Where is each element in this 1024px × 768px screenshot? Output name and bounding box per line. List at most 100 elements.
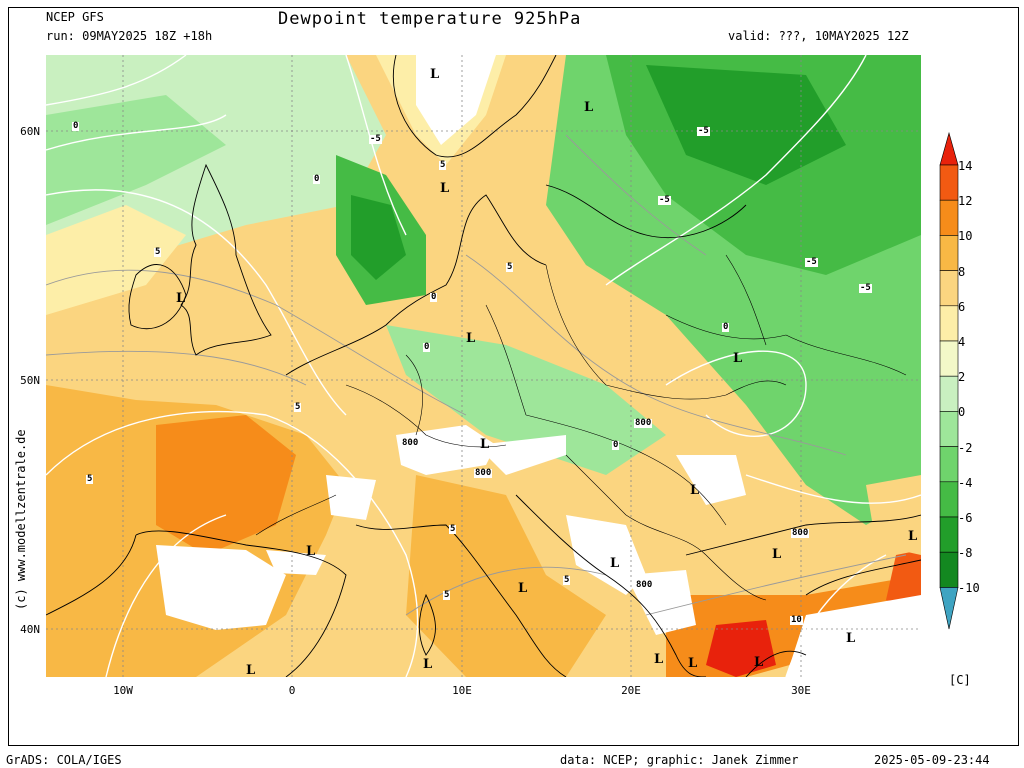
- contour-label: 800: [634, 418, 653, 428]
- low-marker: L: [754, 655, 764, 670]
- legend-value: 12: [958, 194, 973, 209]
- low-marker: L: [176, 291, 186, 306]
- legend-value: 0: [958, 405, 966, 420]
- low-marker: L: [688, 656, 698, 671]
- footer-left: GrADS: COLA/IGES: [6, 753, 122, 767]
- legend-swatch: [939, 340, 959, 377]
- legend-value: 14: [958, 159, 973, 173]
- contour-label: -5: [697, 126, 710, 136]
- lon-label: 10E: [452, 684, 472, 697]
- legend-swatch: [939, 516, 959, 553]
- black-sea-yellow: [866, 475, 921, 555]
- low-marker: L: [518, 581, 528, 596]
- contour-label: 10: [790, 615, 803, 625]
- iberia-plateau-missing: [156, 545, 286, 630]
- low-marker: L: [480, 437, 490, 452]
- west-yellow: [46, 205, 186, 315]
- low-marker: L: [440, 181, 450, 196]
- footer-timestamp: 2025-05-09-23:44: [874, 753, 990, 767]
- alps-missing: [396, 425, 496, 475]
- contour-label: 5: [439, 160, 447, 170]
- contour-label: 0: [722, 322, 730, 332]
- model-name: NCEP GFS: [46, 10, 104, 24]
- norway-missing: [416, 55, 496, 145]
- color-legend: [938, 131, 988, 631]
- low-marker: L: [466, 331, 476, 346]
- low-marker: L: [246, 663, 256, 678]
- legend-swatch: [939, 305, 959, 342]
- legend-swatch: [939, 164, 959, 201]
- legend-value: -10: [958, 581, 980, 596]
- contour-label: -5: [805, 257, 818, 267]
- contour-label: 0: [430, 292, 438, 302]
- contour-label: 5: [449, 524, 457, 534]
- unit-label: [C]: [949, 673, 971, 687]
- contour-label: 5: [443, 590, 451, 600]
- low-marker: L: [423, 657, 433, 672]
- legend-swatch: [939, 199, 959, 236]
- watermark: (c) www.modellzentrale.de: [14, 429, 28, 610]
- legend-swatch: [939, 481, 959, 518]
- legend-value: -4: [958, 475, 973, 490]
- country-borders: [255, 254, 907, 601]
- contour-label: 800: [635, 580, 654, 590]
- anatolia-missing: [786, 595, 921, 677]
- contour-label: 800: [791, 528, 810, 538]
- low-marker: L: [846, 631, 856, 646]
- dewpoint-isolines: [46, 134, 907, 616]
- legend-swatch: [939, 235, 959, 271]
- contour-label: -5: [658, 195, 671, 205]
- legend-value: -6: [958, 511, 973, 525]
- legend-swatch: [939, 446, 959, 483]
- low-marker: L: [584, 100, 594, 115]
- legend-value: 6: [958, 299, 966, 314]
- legend-value: 8: [958, 264, 966, 279]
- valid-time: valid: ???, 10MAY2025 12Z: [728, 29, 909, 43]
- map-svg: [46, 55, 921, 677]
- low-marker: L: [908, 529, 918, 544]
- contour-label: 800: [401, 438, 420, 448]
- isobars: [46, 55, 921, 677]
- lon-label: 10W: [113, 684, 133, 697]
- legend-swatch: [939, 270, 959, 307]
- contour-label: 0: [612, 440, 620, 450]
- legend-value: 2: [958, 370, 966, 385]
- contour-label: 5: [563, 575, 571, 585]
- legend-value: 4: [958, 335, 966, 349]
- chart-title: Dewpoint temperature 925hPa: [278, 9, 582, 29]
- contour-label: 5: [506, 262, 514, 272]
- contour-label: 0: [313, 174, 321, 184]
- dewpoint-map: L L L L L L L L L L L L L L L L L L L -5…: [46, 55, 921, 678]
- contour-label: 0: [72, 121, 80, 131]
- legend-value: -2: [958, 440, 973, 455]
- coastlines: [46, 55, 921, 677]
- contour-label: 5: [294, 402, 302, 412]
- north-sea-very-dry: [351, 195, 406, 280]
- contour-label: -5: [369, 134, 382, 144]
- footer-credit: data: NCEP; graphic: Janek Zimmer: [560, 753, 799, 767]
- iberia-hot: [156, 415, 296, 555]
- lat-label: 60N: [20, 125, 40, 138]
- lat-label: 40N: [20, 623, 40, 636]
- lon-label: 0: [288, 684, 296, 697]
- lon-label: 30E: [791, 684, 811, 697]
- low-marker: L: [430, 67, 440, 82]
- central-europe-green: [386, 325, 666, 475]
- contour-label: 0: [423, 342, 431, 352]
- lat-label: 50N: [20, 374, 40, 387]
- legend-bar: [939, 131, 959, 630]
- plot-frame: [8, 7, 1019, 746]
- carpathians-missing: [676, 455, 746, 505]
- legend-under-triangle: [939, 587, 959, 630]
- lon-label: 20E: [621, 684, 641, 697]
- low-marker: L: [654, 652, 664, 667]
- low-marker: L: [690, 483, 700, 498]
- legend-value: -8: [958, 546, 973, 561]
- low-marker: L: [733, 351, 743, 366]
- low-marker: L: [306, 544, 316, 559]
- legend-swatch: [939, 551, 959, 588]
- contour-label: -5: [859, 283, 872, 293]
- legend-swatch: [939, 411, 959, 447]
- low-marker: L: [610, 556, 620, 571]
- massif-central-missing: [326, 475, 376, 520]
